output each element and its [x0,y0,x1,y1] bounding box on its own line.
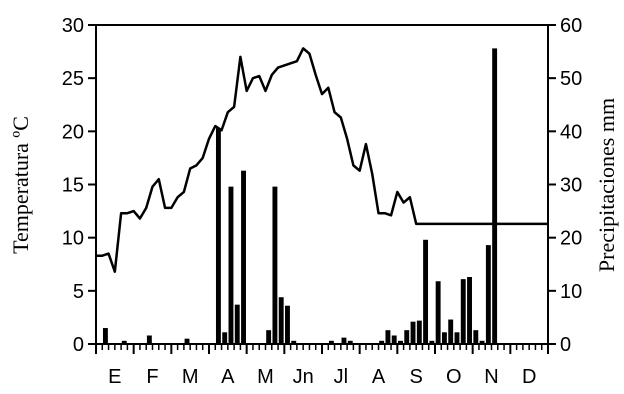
precipitation-bar [423,239,429,344]
precipitation-bar [435,281,441,344]
left-axis-tick-label: 20 [62,121,84,143]
precipitation-bar [391,335,397,344]
month-label: A [372,366,386,388]
precipitation-bar [102,328,108,344]
precipitation-bar [454,332,460,344]
right-axis-tick-label: 40 [560,121,582,143]
precipitation-bar [272,186,278,344]
precipitation-bar [460,279,466,344]
right-axis-tick-label: 50 [560,68,582,90]
precipitation-bar [266,330,272,344]
precipitation-bar [146,335,152,344]
month-label: N [484,366,498,388]
precipitation-bar [278,297,284,344]
month-label: M [257,366,274,388]
precipitation-bar [234,304,240,344]
precipitation-bar [416,320,422,344]
precipitation-bar [404,330,410,344]
right-y-axis: 0 10 20 30 40 50 60 [548,15,582,356]
right-axis-title: Precipitaciones mm [594,98,619,272]
x-axis: E F M A M Jn Jl A S O N D [95,344,549,388]
month-label: A [221,366,235,388]
right-axis-tick-label: 0 [560,334,571,356]
precipitation-bar [291,340,297,344]
right-axis-tick-label: 20 [560,228,582,250]
precipitation-bar [184,338,190,344]
precipitation-bar [241,170,246,344]
left-axis-tick-label: 5 [73,281,84,303]
precipitation-bar [228,186,234,344]
precipitation-bar [121,340,127,344]
precipitation-bar [379,340,385,344]
precipitation-bar [215,128,221,344]
left-axis-tick-label: 0 [73,334,84,356]
precipitation-bar [473,330,479,344]
precipitation-bar [222,332,228,344]
month-label: O [446,366,462,388]
precipitation-bars [102,48,498,344]
left-axis-tick-label: 15 [62,175,84,197]
month-label: S [409,366,422,388]
temperature-series-line [96,47,548,273]
right-axis-tick-label: 60 [560,15,582,37]
precipitation-bar [410,321,416,344]
left-axis-tick-label: 10 [62,228,84,250]
temperature-line [96,47,548,273]
plot-frame [95,24,549,345]
precipitation-bar [467,277,472,344]
left-y-axis: 0 5 10 15 20 25 30 [62,15,96,356]
month-label: E [108,366,121,388]
left-axis-tick-label: 25 [62,68,84,90]
precipitation-bar [341,337,347,344]
precipitation-bar [385,330,391,344]
right-axis-tick-label: 10 [560,281,582,303]
precipitation-bar [347,340,353,344]
left-axis-tick-label: 30 [62,15,84,37]
right-axis-tick-label: 30 [560,175,582,197]
precipitation-bar [485,245,491,344]
month-label: D [522,366,536,388]
precipitation-bar [429,340,435,344]
month-label: Jn [293,366,314,388]
precipitation-bar [441,332,447,344]
precipitation-bar [285,305,290,344]
month-label: M [182,366,199,388]
precipitation-bar [328,340,334,344]
precipitation-bar [448,319,454,344]
precipitation-bar [479,340,485,344]
left-axis-title: Temperatura ºC [8,116,33,254]
month-label: F [146,366,158,388]
month-label: Jl [334,366,348,388]
precipitation-bar [398,340,403,344]
precipitation-bar [492,48,498,344]
